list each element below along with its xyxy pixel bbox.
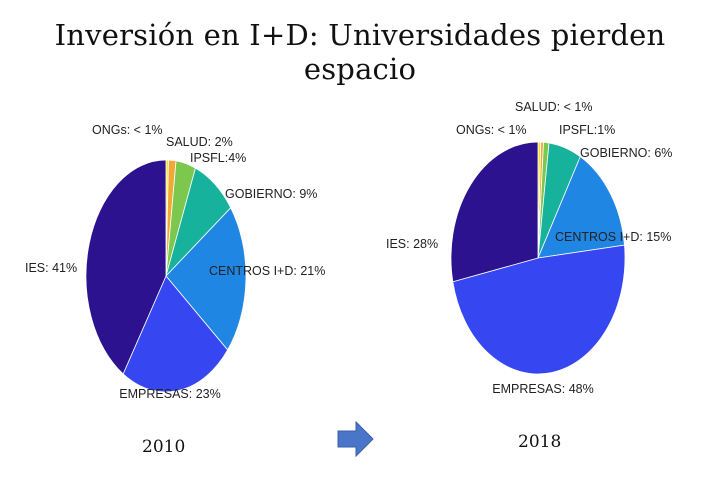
page-title: Inversión en I+D: Universidades pierden … xyxy=(54,18,666,86)
pie-slice-empresas-2018 xyxy=(452,244,626,375)
pie-slice-centros-2018 xyxy=(537,156,625,259)
slice-label-gobierno-2010: GOBIERNO: 9% xyxy=(225,187,317,201)
pie-chart-2010: ONGs: < 1%SALUD: 2% IPSFL:4% GOBIERNO: 9% C… xyxy=(25,123,325,401)
slice-label-ipsfl-2018: IPSFL:1% xyxy=(559,123,615,137)
slice-label-ies-2010: IES: 41% xyxy=(25,261,77,275)
slice-label-gobierno-2018: GOBIERNO: 6% xyxy=(580,146,672,160)
pie-slice-ies-2018 xyxy=(450,141,539,283)
pie-chart-2018: ONGs: < 1% SALUD: < 1% IPSFL:1% GOBIERNO: 6… xyxy=(386,100,672,396)
pie-slice-ies-2010 xyxy=(85,159,167,375)
slice-label-ipsfl-2010: IPSFL:4% xyxy=(190,151,246,165)
slice-label-ongs-2010: ONGs: < 1% xyxy=(92,123,163,137)
arrow-shape xyxy=(337,420,374,458)
slice-label-empresas-2018: EMPRESAS: 48% xyxy=(492,382,593,396)
year-label-2018: 2018 xyxy=(518,432,562,452)
year-label-2010: 2010 xyxy=(142,437,186,457)
slice-label-ongs-2018: ONGs: < 1% xyxy=(456,123,527,137)
pie-slice-empresas-2010 xyxy=(122,275,229,393)
slice-label-empresas-2010: EMPRESAS: 23% xyxy=(119,387,220,401)
slice-label-centros-2010: CENTROS I+D: 21% xyxy=(209,264,325,278)
pie-slice-centros-2010 xyxy=(165,207,247,351)
slice-label-salud-2018: SALUD: < 1% xyxy=(515,100,592,114)
slice-label-ies-2018: IES: 28% xyxy=(386,237,438,251)
slice-label-salud-2010: SALUD: 2% xyxy=(166,135,233,149)
slice-label-centros-2018: CENTROS I+D: 15% xyxy=(555,230,671,244)
right-arrow-icon xyxy=(337,420,374,458)
